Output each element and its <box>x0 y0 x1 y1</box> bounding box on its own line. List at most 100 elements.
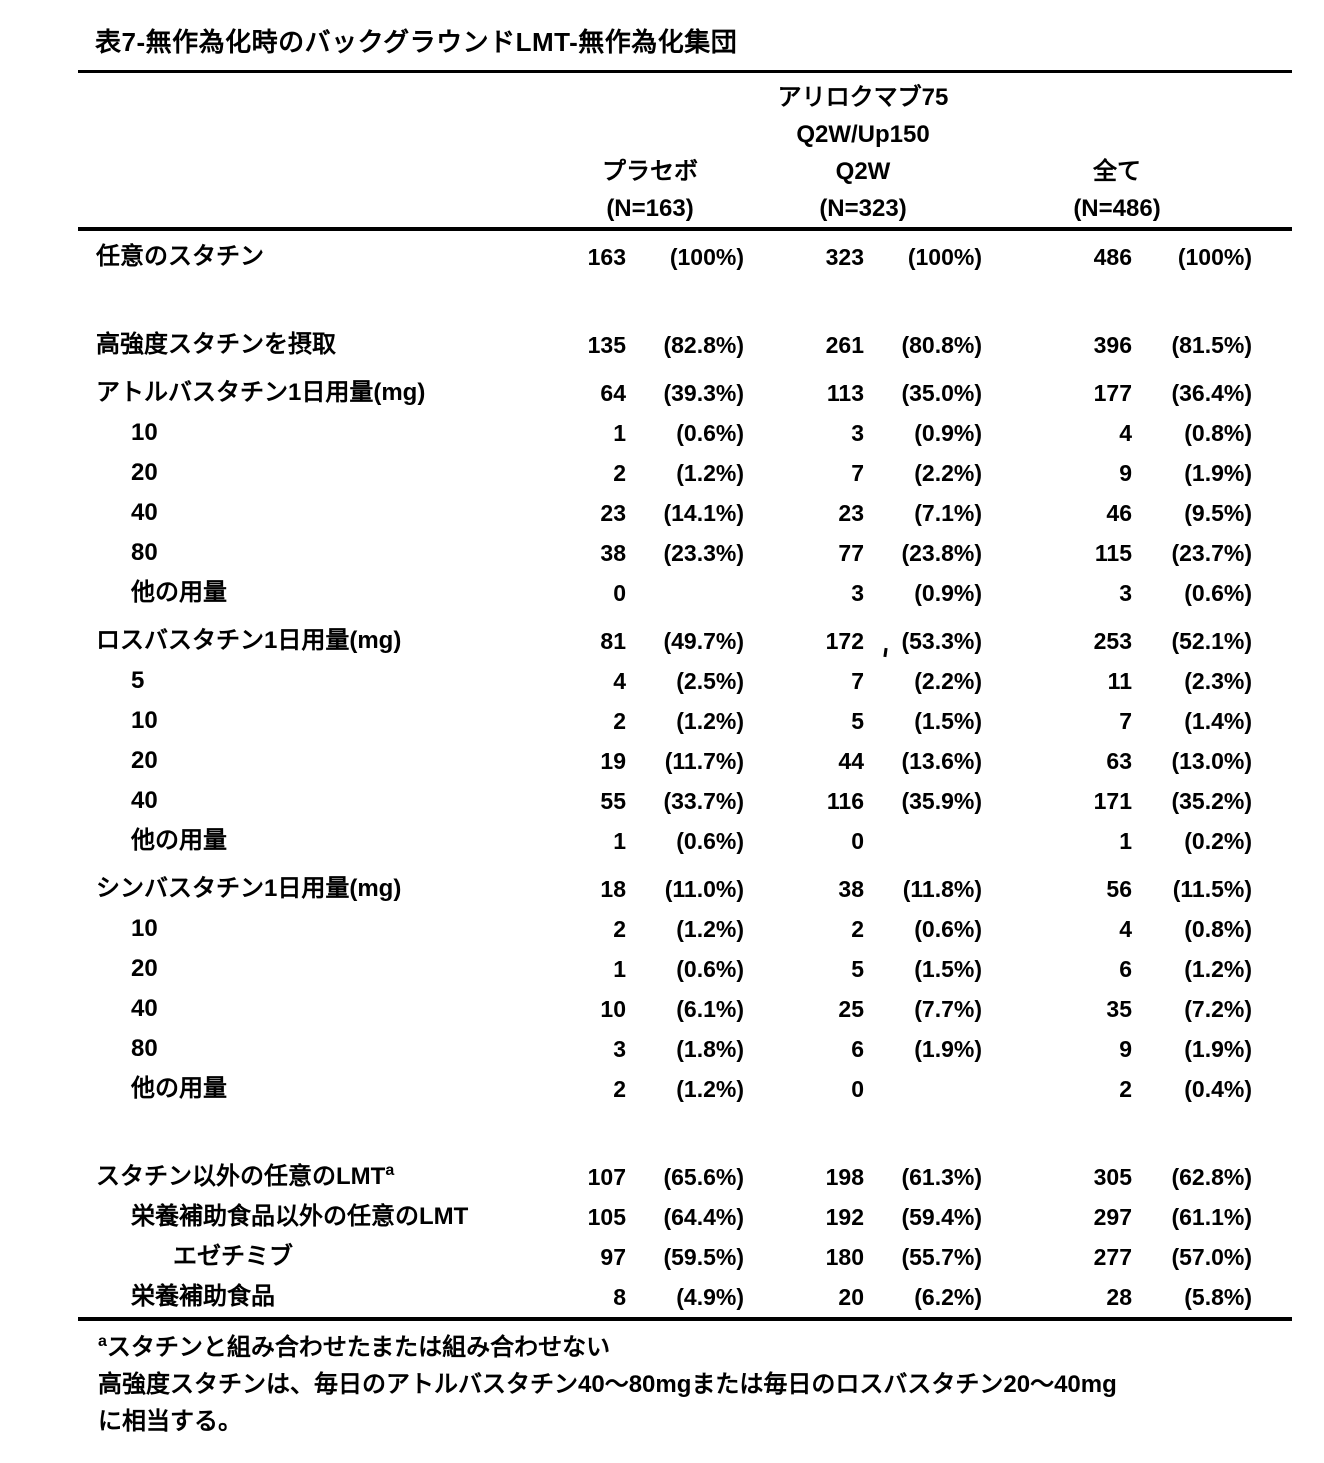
row-label: 10 <box>96 413 556 453</box>
cell-count: 3 <box>1119 580 1132 606</box>
cell-percent: (23.3%) <box>663 540 744 566</box>
table-row: 20 2 (1.2%) 7 (2.2%) 9 (1.9%) <box>96 453 1292 493</box>
cell-count: 11 <box>1107 668 1132 694</box>
cell-count: 1 <box>613 828 626 854</box>
table-row: アトルバスタチン1日用量(mg) 64 (39.3%) 113 (35.0%) 177 (3… <box>96 373 1292 413</box>
cell-count: 171 <box>1093 788 1132 814</box>
rule-bottom <box>78 1317 1292 1321</box>
row-label-text: 40 <box>131 995 158 1022</box>
cell-percent: (1.2%) <box>676 708 744 734</box>
cell-percent: (59.5%) <box>663 1244 744 1270</box>
cell-count: 107 <box>587 1164 626 1190</box>
cell-count: 63 <box>1106 748 1132 774</box>
column-header-name: Q2W <box>835 158 891 185</box>
table-row: スタチン以外の任意のLMTa 107 (65.6%) 198 (61.3%) 305 (62… <box>96 1157 1292 1197</box>
cell-percent: (1.2%) <box>676 916 744 942</box>
cell-count: 3 <box>613 1036 626 1062</box>
table-row: 40 55 (33.7%) 116 (35.9%) 171 (35.2%) <box>96 781 1292 821</box>
column-header-n: (N=163) <box>606 195 694 222</box>
row-label: 10 <box>96 701 556 741</box>
cell-percent: (7.1%) <box>914 500 982 526</box>
table-row: 40 10 (6.1%) 25 (7.7%) 35 (7.2%) <box>96 989 1292 1029</box>
table-title: 表7-無作為化時のバックグラウンドLMT-無作為化集団 <box>95 27 738 57</box>
row-label-text: 20 <box>131 747 158 774</box>
cell-percent: (1.4%) <box>1184 708 1252 734</box>
spacer-row <box>96 277 1292 325</box>
table-row: ロスバスタチン1日用量(mg) 81 (49.7%) 172 (53.3%) 253 (52… <box>96 621 1292 661</box>
cell-count: 297 <box>1093 1204 1132 1230</box>
cell-count: 28 <box>1106 1284 1132 1310</box>
cell-percent: (39.3%) <box>663 380 744 406</box>
row-label: 他の用量 <box>96 821 556 861</box>
cell-count: 198 <box>825 1164 864 1190</box>
table-row: 10 2 (1.2%) 5 (1.5%) 7 (1.4%) <box>96 701 1292 741</box>
row-label: アトルバスタチン1日用量(mg) <box>96 373 556 413</box>
cell-count: 7 <box>851 460 864 486</box>
cell-percent: (57.0%) <box>1171 1244 1252 1270</box>
cell-count: 7 <box>1119 708 1132 734</box>
row-label-text: スタチン以外の任意のLMT <box>96 1163 386 1190</box>
cell-count: 23 <box>838 500 864 526</box>
cell-percent: (61.1%) <box>1171 1204 1252 1230</box>
cell-percent: (2.2%) <box>914 668 982 694</box>
row-label-text: アトルバスタチン1日用量(mg) <box>96 379 426 406</box>
cell-count: 25 <box>838 996 864 1022</box>
cell-count: 135 <box>587 332 626 358</box>
footnotes: aスタチンと組み合わせたまたは組み合わせない 高強度スタチンは、毎日のアトルバス… <box>98 1329 1292 1440</box>
column-group-1: アリロクマブ75 Q2W/Up150 Q2W (N=323) <box>744 79 982 227</box>
cell-count: 10 <box>600 996 626 1022</box>
table-row: 任意のスタチン 163 (100%) 323 (100%) 486 (100%) <box>96 237 1292 277</box>
cell-percent: (100%) <box>1177 244 1252 270</box>
column-header-line1 <box>982 79 1252 116</box>
row-label: 他の用量 <box>96 1069 556 1109</box>
row-label-text: 栄養補助食品 <box>131 1283 275 1310</box>
column-header-name: プラセボ <box>602 158 698 185</box>
cell-count: 8 <box>613 1284 626 1310</box>
table-row: シンバスタチン1日用量(mg) 18 (11.0%) 38 (11.8%) 56 (11.5… <box>96 869 1292 909</box>
cell-percent: (36.4%) <box>1171 380 1252 406</box>
row-label-text: 10 <box>131 419 158 446</box>
cell-percent: (100%) <box>907 244 982 270</box>
column-header-name: 全て <box>1093 158 1141 185</box>
cell-percent: (1.9%) <box>1184 460 1252 486</box>
rule-header-bottom <box>78 227 1292 231</box>
cell-percent: (11.7%) <box>664 748 744 774</box>
cell-percent: (33.7%) <box>663 788 744 814</box>
cell-count: 56 <box>1106 876 1132 902</box>
table-row: 10 1 (0.6%) 3 (0.9%) 4 (0.8%) <box>96 413 1292 453</box>
table-row: 高強度スタチンを摂取 135 (82.8%) 261 (80.8%) 396 (81.5%) <box>96 325 1292 365</box>
cell-percent: (0.9%) <box>914 580 982 606</box>
table-row: 20 1 (0.6%) 5 (1.5%) 6 (1.2%) <box>96 949 1292 989</box>
cell-percent: (5.8%) <box>1184 1284 1252 1310</box>
table-header: プラセボ (N=163) アリロクマブ75 Q2W/Up150 Q2W (N=323) 全て… <box>78 73 1292 227</box>
row-label-text: 5 <box>131 667 145 694</box>
footnote-a-text: スタチンと組み合わせたまたは組み合わせない <box>106 1334 611 1361</box>
cell-count: 9 <box>1119 460 1132 486</box>
cell-percent: (9.5%) <box>1184 500 1252 526</box>
cell-count: 2 <box>613 1076 626 1102</box>
column-header-line1: アリロクマブ75 <box>777 84 949 111</box>
cell-count: 23 <box>600 500 626 526</box>
cell-percent: (82.8%) <box>663 332 744 358</box>
cell-count: 172 <box>825 628 864 654</box>
row-label: 40 <box>96 989 556 1029</box>
cell-count: 4 <box>1119 916 1132 942</box>
cell-percent: (62.8%) <box>1171 1164 1252 1190</box>
row-label: 栄養補助食品以外の任意のLMT <box>96 1197 556 1237</box>
cell-percent <box>864 1069 982 1109</box>
cell-count: 277 <box>1093 1244 1132 1270</box>
cell-percent: (59.4%) <box>901 1204 982 1230</box>
cell-count: 253 <box>1093 628 1132 654</box>
column-header-line1 <box>556 79 744 116</box>
cell-percent: (0.6%) <box>676 828 744 854</box>
table-row: 他の用量 1 (0.6%) 0 1 (0.2%) <box>96 821 1292 861</box>
cell-percent: (64.4%) <box>663 1204 744 1230</box>
cell-count: 81 <box>600 628 626 654</box>
cell-percent: (2.2%) <box>914 460 982 486</box>
row-label-text: 80 <box>131 1035 158 1062</box>
row-label: 栄養補助食品 <box>96 1277 556 1317</box>
row-label-text: 他の用量 <box>131 579 227 606</box>
cell-percent: (61.3%) <box>901 1164 982 1190</box>
cell-count: 2 <box>851 916 864 942</box>
row-label-text: シンバスタチン1日用量(mg) <box>96 875 402 902</box>
